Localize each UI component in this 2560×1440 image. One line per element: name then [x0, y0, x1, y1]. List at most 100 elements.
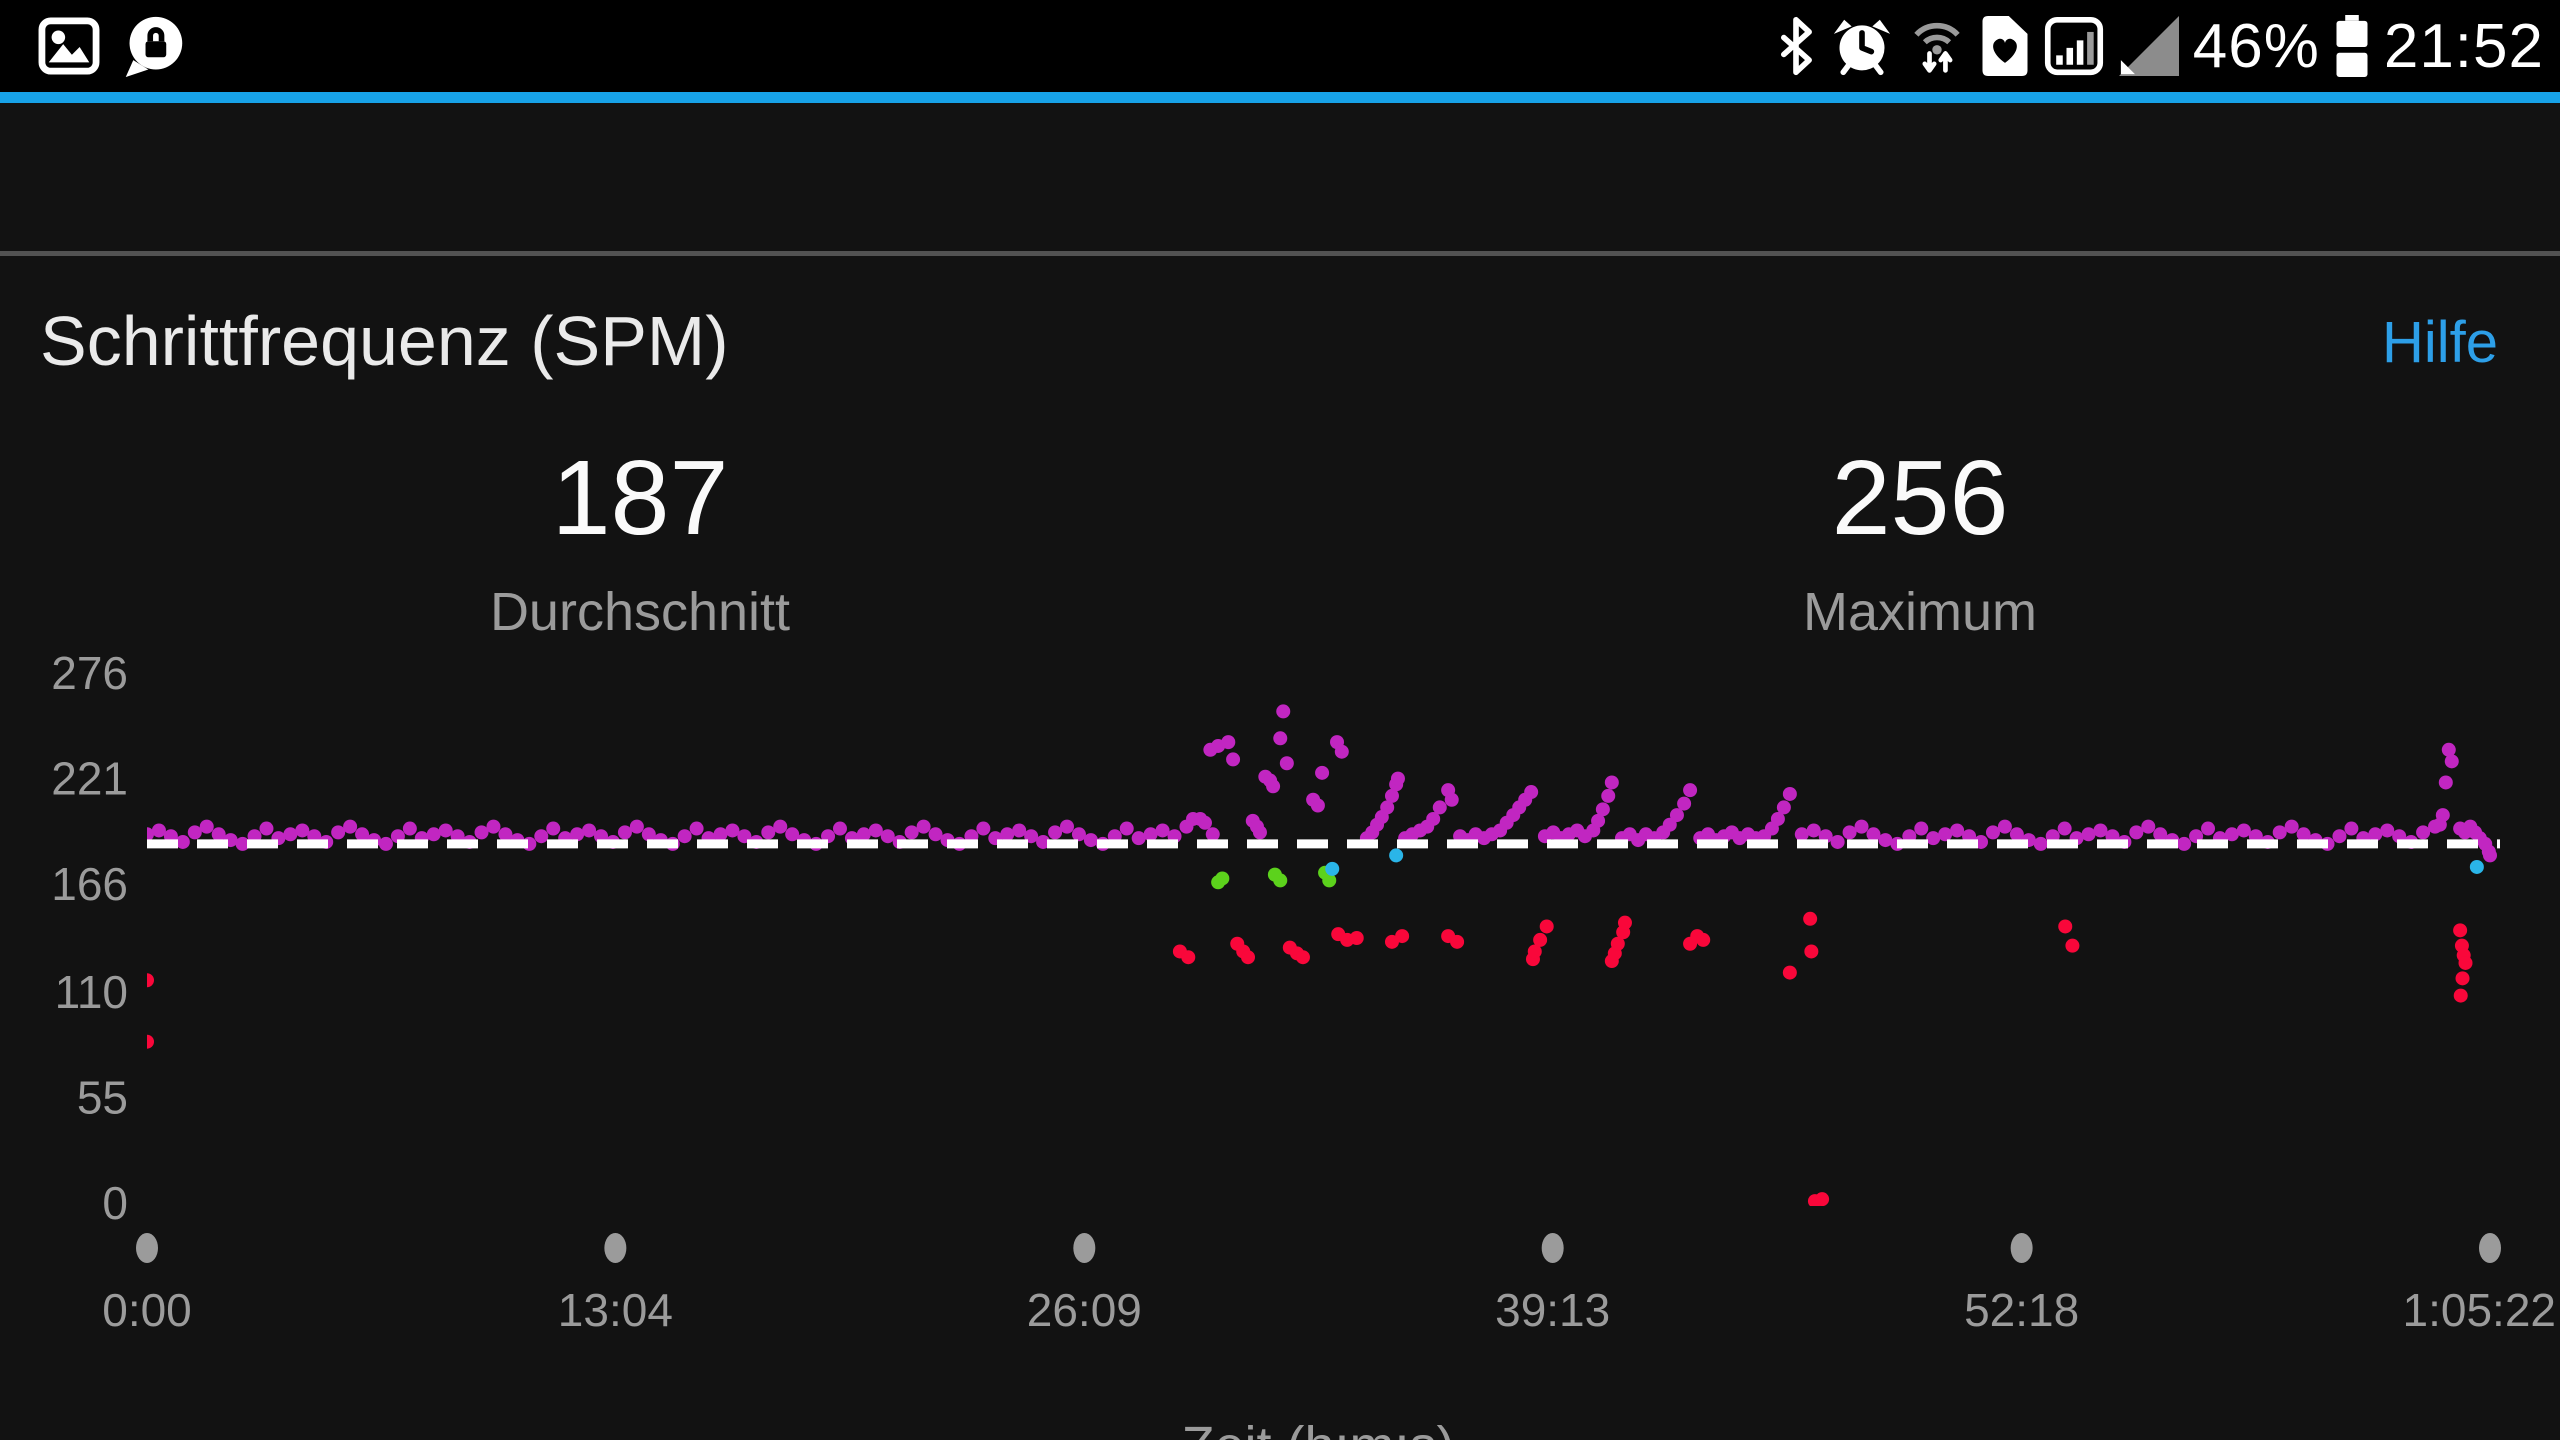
data-point-green	[1215, 871, 1230, 886]
data-point-magenta	[402, 821, 417, 836]
data-point-magenta	[2272, 825, 2287, 840]
data-point-magenta	[2435, 808, 2450, 823]
data-point-magenta	[2153, 827, 2168, 842]
x-axis-label: 0:00	[102, 1284, 192, 1336]
data-point-magenta	[2201, 821, 2216, 836]
x-axis-label: 52:18	[1964, 1284, 2079, 1336]
data-point-magenta	[1266, 779, 1281, 794]
y-axis-label: 166	[51, 858, 128, 910]
data-point-magenta	[689, 821, 704, 836]
chart-axes: 0 55 110 166 221 276 0:00 13:04 26:09 39:13 52:18 1…	[51, 647, 2556, 1440]
data-point-magenta	[641, 827, 656, 842]
data-point-red	[1395, 929, 1410, 944]
data-point-magenta	[2416, 825, 2431, 840]
maximum-value: 256	[1831, 439, 2009, 557]
data-point-magenta	[2177, 836, 2192, 851]
top-divider	[0, 251, 2560, 256]
data-point-red	[1384, 934, 1399, 949]
data-point-magenta	[1426, 811, 1441, 826]
battery-percent: 46%	[2192, 11, 2320, 81]
data-point-cyan	[2469, 859, 2484, 874]
data-point-red	[1295, 950, 1310, 965]
data-point-magenta	[1059, 819, 1074, 834]
data-point-magenta	[1131, 831, 1146, 846]
x-axis-label: 13:04	[558, 1284, 673, 1336]
data-point-magenta	[534, 829, 549, 844]
data-point-magenta	[2483, 848, 2497, 863]
data-point-red	[1533, 932, 1548, 947]
data-point-red	[1782, 965, 1797, 980]
x-axis-title: Zeit (h:m:s)	[1181, 1416, 1454, 1440]
data-point-red	[147, 1034, 154, 1049]
data-point-magenta	[175, 834, 190, 849]
data-point-magenta	[1591, 813, 1606, 828]
help-link[interactable]: Hilfe	[2381, 310, 2498, 375]
data-point-magenta	[498, 827, 513, 842]
sim-health-icon	[1982, 16, 2028, 76]
data-point-magenta	[2129, 825, 2144, 840]
data-point-magenta	[617, 825, 632, 840]
data-point-magenta	[378, 836, 393, 851]
data-point-magenta	[2380, 823, 2395, 838]
x-tick-dot	[2010, 1233, 2033, 1263]
average-value: 187	[551, 439, 729, 557]
data-point-magenta	[2441, 742, 2456, 757]
data-point-magenta	[1830, 834, 1845, 849]
data-point-magenta	[677, 829, 692, 844]
data-point-magenta	[1782, 786, 1797, 801]
data-point-magenta	[259, 821, 274, 836]
data-point-magenta	[1669, 808, 1684, 823]
x-tick-dot	[1073, 1233, 1096, 1263]
data-point-magenta	[2236, 823, 2251, 838]
y-axis-label: 55	[77, 1071, 128, 1123]
x-axis-label: 26:09	[1027, 1284, 1142, 1336]
data-point-magenta	[1279, 756, 1294, 771]
data-point-magenta	[1390, 771, 1405, 786]
status-bar: 46% 21:52	[0, 0, 2560, 92]
average-label: Durchschnitt	[489, 582, 791, 642]
data-point-cyan	[1389, 848, 1404, 863]
data-point-magenta	[1315, 765, 1330, 780]
data-point-green	[1273, 873, 1288, 888]
data-point-magenta	[761, 825, 776, 840]
x-axis-label: 1:05:22	[2403, 1284, 2556, 1336]
data-point-magenta	[1252, 825, 1267, 840]
data-point-magenta	[2057, 821, 2072, 836]
data-point-magenta	[1854, 819, 1869, 834]
data-point-magenta	[2033, 836, 2048, 851]
data-point-magenta	[1604, 775, 1619, 790]
data-point-magenta	[2368, 827, 2383, 842]
data-point-red	[2058, 919, 2073, 934]
data-point-magenta	[1677, 796, 1692, 811]
x-tick-dot	[2479, 1233, 2501, 1263]
battery-icon	[2336, 15, 2368, 77]
data-point-magenta	[1432, 800, 1447, 815]
data-point-magenta	[474, 825, 489, 840]
data-point-red	[2458, 955, 2473, 970]
alarm-icon	[1833, 19, 1890, 76]
data-point-magenta	[1683, 783, 1698, 798]
data-point-magenta	[199, 819, 214, 834]
screenshot-image-icon	[38, 17, 100, 75]
data-point-magenta	[1083, 833, 1098, 848]
y-axis-label: 276	[51, 647, 128, 699]
data-point-magenta	[1334, 744, 1349, 759]
data-point-magenta	[2344, 821, 2359, 836]
data-point-magenta	[438, 823, 453, 838]
data-point-red	[1815, 1192, 1830, 1206]
data-point-magenta	[235, 836, 250, 851]
data-point-magenta	[1444, 792, 1459, 807]
data-point-magenta	[355, 827, 370, 842]
cadence-main-series	[147, 704, 2497, 863]
status-bar-right: 46% 21:52	[1775, 11, 2560, 82]
data-point-magenta	[1938, 827, 1953, 842]
data-point-magenta	[1155, 823, 1170, 838]
data-point-magenta	[211, 827, 226, 842]
data-point-red	[1349, 931, 1364, 945]
data-point-magenta	[1878, 833, 1893, 848]
data-point-magenta	[1012, 823, 1027, 838]
data-point-magenta	[2093, 823, 2108, 838]
data-point-magenta	[916, 819, 931, 834]
